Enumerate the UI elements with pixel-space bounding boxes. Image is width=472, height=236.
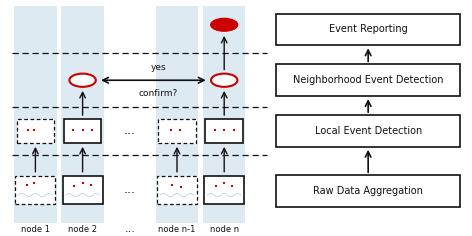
FancyBboxPatch shape bbox=[15, 176, 55, 204]
Circle shape bbox=[69, 74, 96, 87]
Text: Local Event Detection: Local Event Detection bbox=[314, 126, 422, 136]
FancyBboxPatch shape bbox=[156, 6, 198, 223]
Text: Neighborhood Event Detection: Neighborhood Event Detection bbox=[293, 75, 443, 85]
FancyBboxPatch shape bbox=[205, 119, 243, 143]
Text: ...: ... bbox=[124, 124, 136, 138]
FancyBboxPatch shape bbox=[203, 6, 245, 223]
Text: yes: yes bbox=[150, 63, 166, 72]
FancyBboxPatch shape bbox=[17, 119, 54, 143]
Circle shape bbox=[210, 18, 238, 32]
FancyBboxPatch shape bbox=[276, 13, 460, 45]
Text: confirm?: confirm? bbox=[138, 88, 178, 97]
Text: ...: ... bbox=[124, 224, 135, 234]
FancyBboxPatch shape bbox=[276, 115, 460, 147]
Text: node 1: node 1 bbox=[21, 225, 50, 234]
FancyBboxPatch shape bbox=[64, 119, 101, 143]
Text: node 2: node 2 bbox=[68, 225, 97, 234]
FancyBboxPatch shape bbox=[61, 6, 104, 223]
Text: Raw Data Aggregation: Raw Data Aggregation bbox=[313, 186, 423, 196]
FancyBboxPatch shape bbox=[158, 119, 196, 143]
Text: Event Reporting: Event Reporting bbox=[329, 25, 407, 34]
FancyBboxPatch shape bbox=[276, 64, 460, 96]
Text: ...: ... bbox=[124, 183, 136, 197]
Text: node n-1: node n-1 bbox=[158, 225, 196, 234]
FancyBboxPatch shape bbox=[157, 176, 197, 204]
FancyBboxPatch shape bbox=[14, 6, 57, 223]
FancyBboxPatch shape bbox=[62, 176, 102, 204]
FancyBboxPatch shape bbox=[204, 176, 244, 204]
Text: node n: node n bbox=[210, 225, 239, 234]
Circle shape bbox=[211, 74, 237, 87]
FancyBboxPatch shape bbox=[276, 175, 460, 207]
